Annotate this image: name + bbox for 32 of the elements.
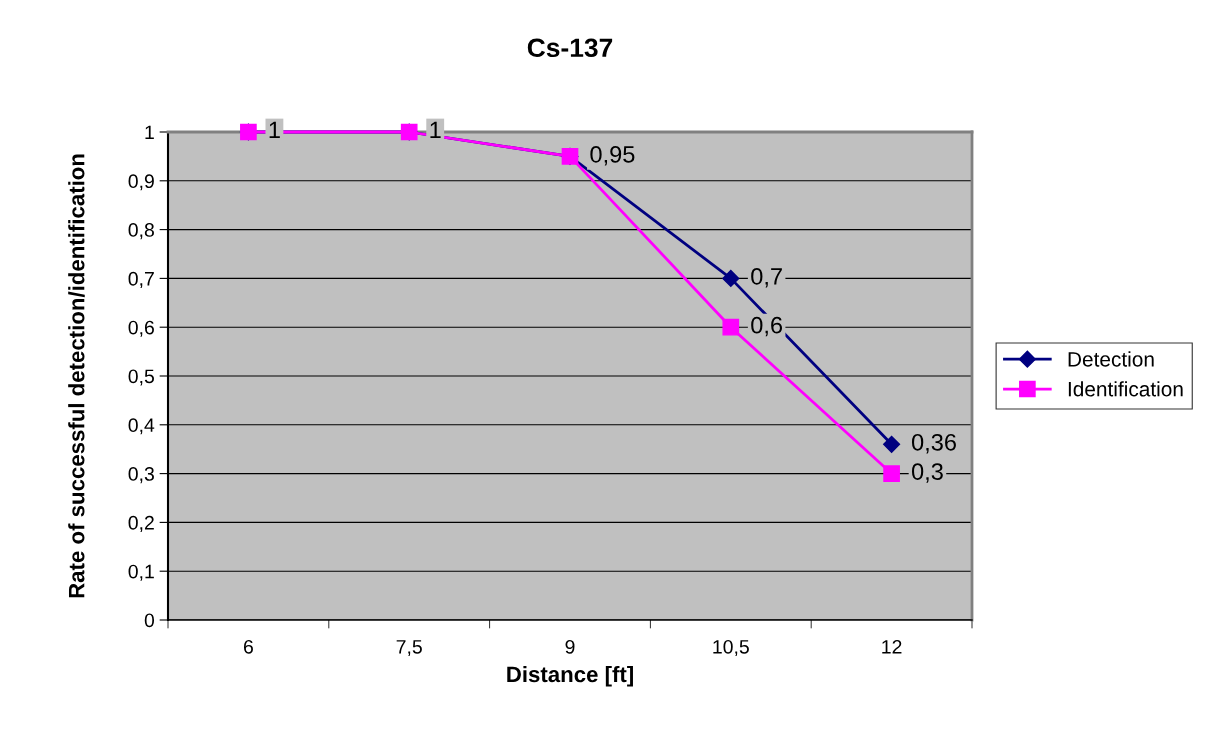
point — [883, 465, 900, 482]
y-tick-label: 0,9 — [128, 174, 154, 191]
y-tick-label: 0 — [144, 613, 155, 628]
y-tick-label: 0,4 — [128, 418, 155, 435]
x-axis-title: Distance [ft] — [507, 665, 633, 687]
chart-title: Cs-137 — [527, 38, 613, 58]
legend-label: Identification — [1068, 381, 1183, 397]
data-label: 0,36 — [911, 433, 956, 454]
point — [883, 435, 901, 453]
point — [722, 318, 740, 336]
point — [722, 269, 740, 287]
y-tick-label: 0,3 — [128, 467, 154, 484]
y-tick-label: 1 — [145, 125, 154, 140]
y-tick-label: 0,2 — [128, 515, 154, 532]
data-label: 0,6 — [751, 316, 783, 337]
data-label: 0,7 — [751, 268, 782, 288]
legend-label: Detection — [1068, 351, 1154, 367]
data-label: 0,95 — [590, 146, 635, 166]
y-tick-label: 0,5 — [128, 369, 154, 386]
x-tick-label: 10,5 — [713, 639, 749, 657]
y-tick-label: 0,1 — [128, 564, 154, 581]
data-label: 1 — [269, 121, 280, 139]
x-tick-label: 12 — [882, 639, 902, 654]
y-tick-label: 0,8 — [128, 223, 154, 240]
x-tick-label: 6 — [243, 639, 253, 654]
y-axis-title: Rate of successful detection/identification — [68, 154, 85, 598]
data-label: 0,3 — [911, 463, 943, 483]
x-tick-label: 9 — [565, 639, 575, 654]
x-tick-label: 7,5 — [396, 640, 422, 657]
y-tick-label: 0,7 — [128, 271, 154, 288]
y-tick-label: 0,6 — [128, 320, 154, 337]
data-label: 1 — [430, 121, 441, 139]
